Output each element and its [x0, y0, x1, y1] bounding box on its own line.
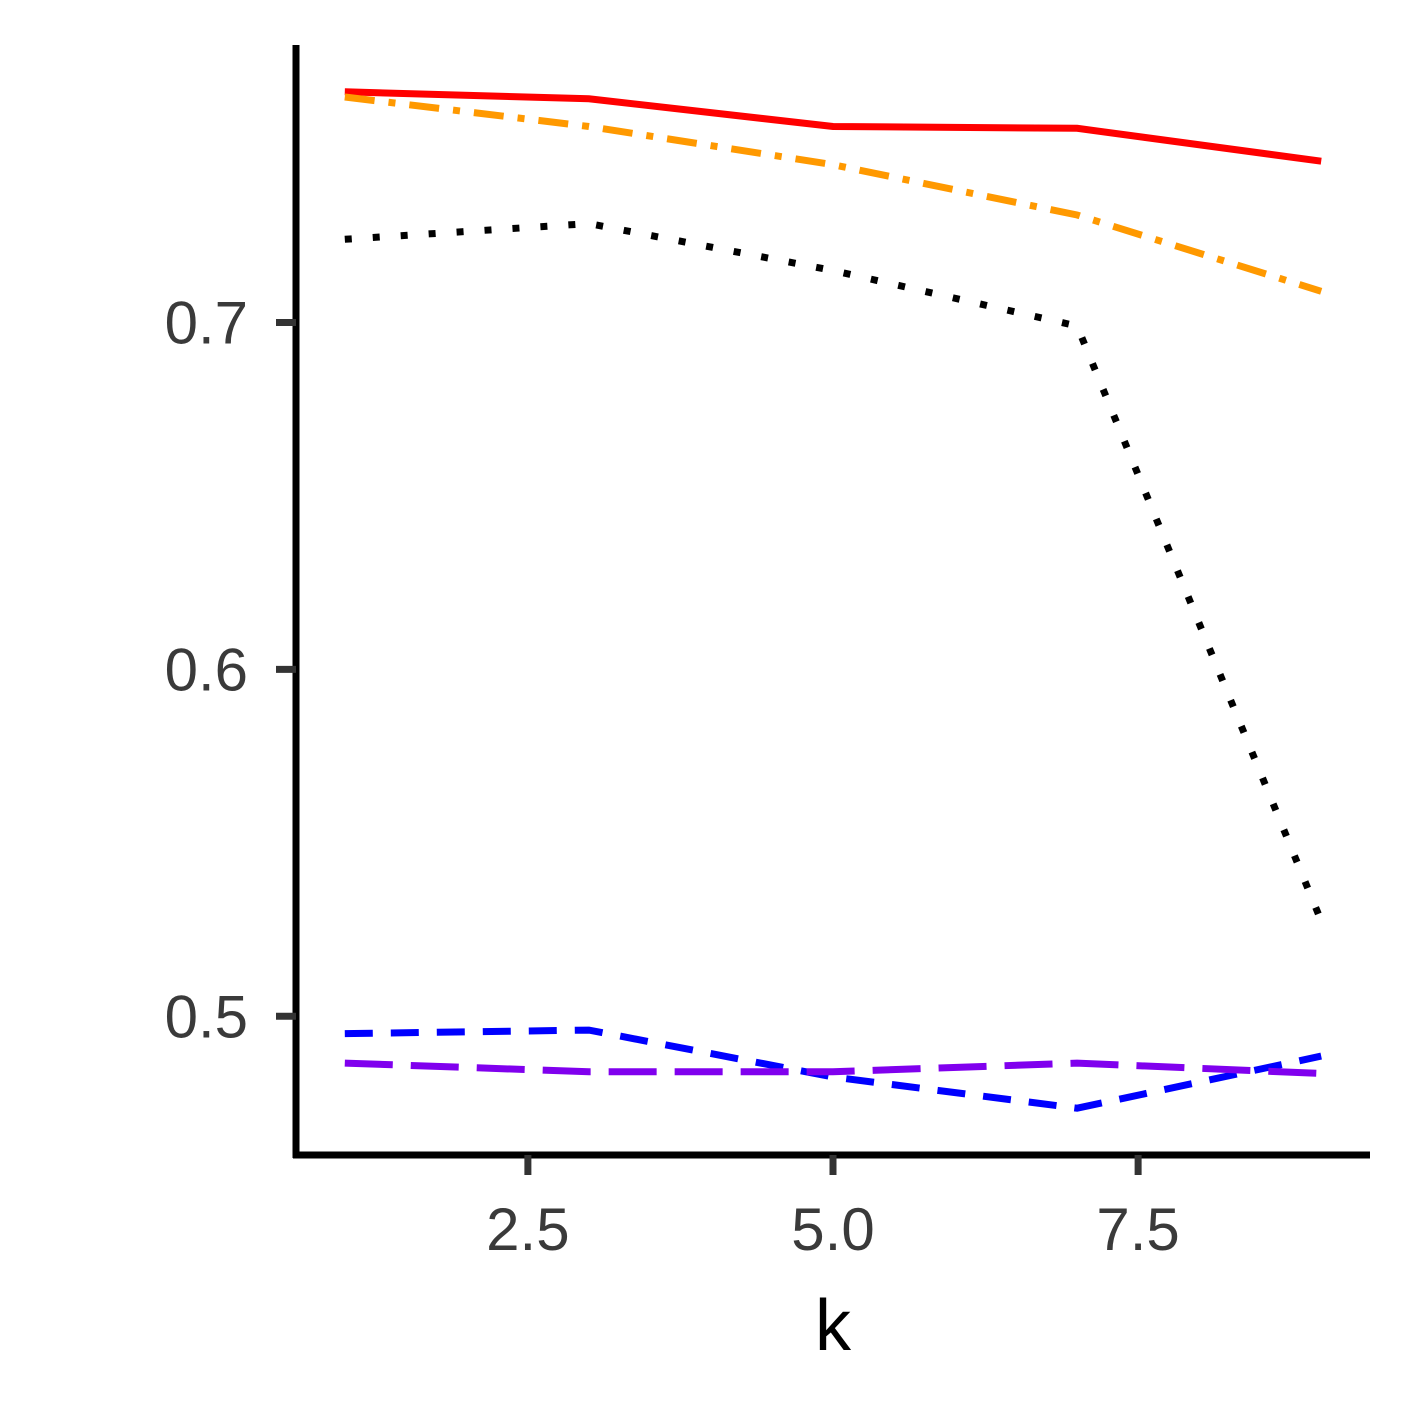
- series-line-4: [344, 1026, 1322, 1112]
- x-axis-title: k: [815, 1286, 852, 1366]
- y-tick-label: 0.7: [165, 290, 248, 357]
- series-line-5: [344, 1059, 1322, 1077]
- tick-layer: 2.5 5.0 7.5 0.5 0.6 0.7: [165, 290, 1180, 1264]
- series-layer: [344, 88, 1325, 1112]
- series-line-1: [344, 88, 1322, 165]
- series-line-3: [344, 220, 1325, 923]
- x-tick-label: 2.5: [486, 1196, 569, 1263]
- series-line-2: [344, 93, 1323, 295]
- y-tick-label: 0.6: [165, 636, 248, 703]
- x-tick-label: 5.0: [791, 1196, 874, 1263]
- y-tick-label: 0.5: [165, 983, 248, 1050]
- x-tick-label: 7.5: [1096, 1196, 1179, 1263]
